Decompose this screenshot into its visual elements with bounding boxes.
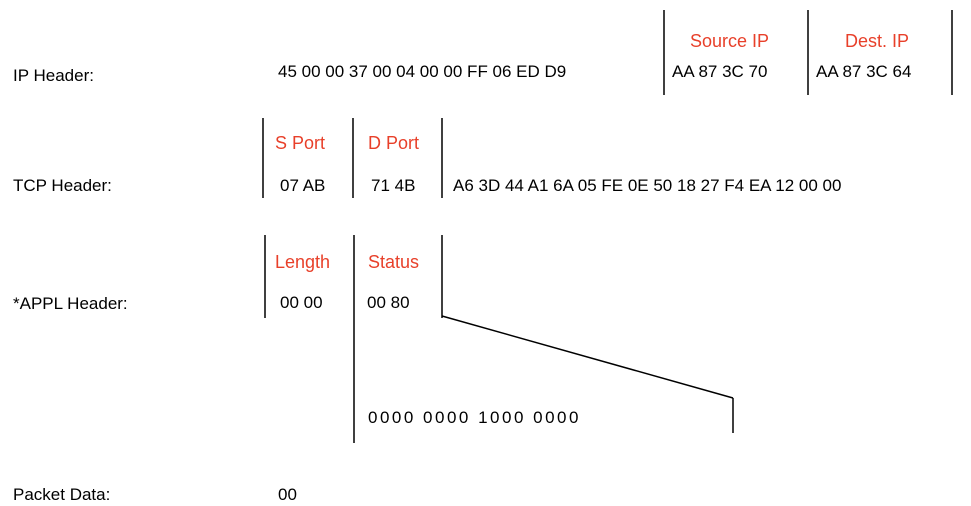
tcp-header-label: TCP Header:: [13, 176, 112, 195]
d-port-label: D Port: [368, 133, 420, 153]
source-ip-label: Source IP: [690, 31, 770, 51]
status-value: 00 80: [367, 293, 410, 312]
d-port-value: 71 4B: [371, 176, 416, 195]
status-bits: 0000 0000 1000 0000: [368, 408, 581, 427]
ip-header-label: IP Header:: [13, 66, 94, 85]
length-label: Length: [275, 252, 331, 272]
status-callout-line: [441, 315, 734, 399]
s-port-label: S Port: [275, 133, 326, 153]
packet-data-label: Packet Data:: [13, 485, 111, 504]
packet-data-value: 00: [278, 485, 297, 504]
appl-header-label: *APPL Header:: [13, 294, 128, 313]
dest-ip-label: Dest. IP: [845, 31, 910, 51]
length-value: 00 00: [280, 293, 323, 312]
source-ip-value: AA 87 3C 70: [672, 62, 768, 81]
tcp-header-rest: A6 3D 44 A1 6A 05 FE 0E 50 18 27 F4 EA 1…: [453, 176, 842, 195]
status-label: Status: [368, 252, 420, 272]
dest-ip-value: AA 87 3C 64: [816, 62, 912, 81]
ip-header-bytes: 45 00 00 37 00 04 00 00 FF 06 ED D9: [278, 62, 567, 81]
s-port-value: 07 AB: [280, 176, 326, 195]
